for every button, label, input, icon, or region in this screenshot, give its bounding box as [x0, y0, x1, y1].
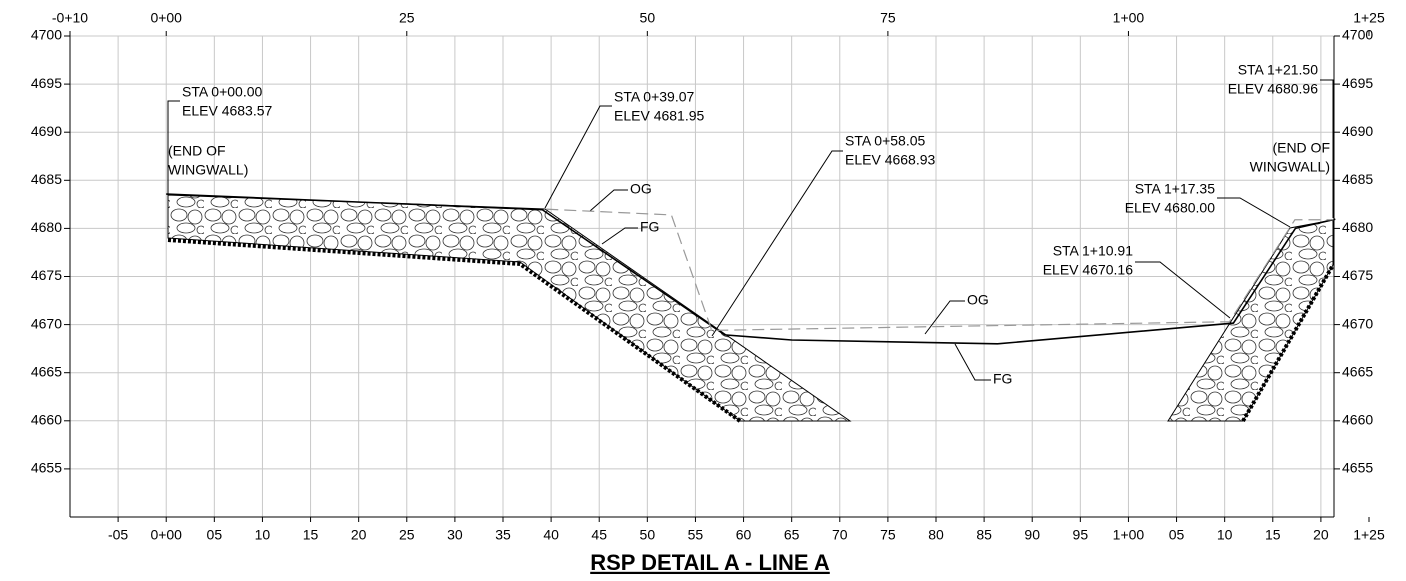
- annotation: (END OF: [168, 143, 226, 159]
- annotation: ELEV 4668.93: [845, 152, 936, 168]
- annotation: ELEV 4670.16: [1043, 262, 1134, 278]
- annotation: STA 1+17.35: [1135, 181, 1216, 197]
- annotation: (END OF: [1272, 140, 1330, 156]
- annotation: STA 0+00.00: [182, 84, 263, 100]
- x2-tick-label: 75: [880, 10, 896, 26]
- annotation: OG: [967, 292, 989, 308]
- y2-tick-label: 4695: [1342, 75, 1373, 91]
- x-tick-label: 15: [303, 527, 319, 543]
- annotation: ELEV 4683.57: [182, 103, 273, 119]
- annotation: OG: [630, 181, 652, 197]
- leader: [544, 105, 612, 209]
- leader: [1217, 197, 1291, 228]
- x2-tick-label: 0+00: [150, 10, 182, 26]
- x-tick-label: 1+25: [1353, 527, 1385, 543]
- annotation: STA 1+21.50: [1238, 62, 1319, 78]
- leader: [167, 100, 180, 186]
- leader: [954, 343, 991, 381]
- leader: [1320, 79, 1334, 218]
- x-tick-label: 05: [207, 527, 223, 543]
- leader: [711, 150, 843, 337]
- y-tick-label: 4655: [31, 460, 62, 476]
- y2-tick-label: 4680: [1342, 219, 1373, 235]
- x-tick-label: 05: [1169, 527, 1185, 543]
- y2-tick-label: 4700: [1342, 27, 1373, 43]
- riprap-bedding: [167, 238, 742, 423]
- x-tick-label: -05: [108, 527, 128, 543]
- x-tick-label: 30: [447, 527, 463, 543]
- y2-tick-label: 4690: [1342, 123, 1373, 139]
- y-tick-label: 4685: [31, 171, 62, 187]
- x-tick-label: 20: [351, 527, 367, 543]
- annotation: WINGWALL): [168, 162, 248, 178]
- x-tick-label: 20: [1313, 527, 1329, 543]
- annotation: STA 0+39.07: [614, 89, 695, 105]
- x-tick-label: 10: [1217, 527, 1233, 543]
- x-tick-label: 55: [688, 527, 704, 543]
- annotation: WINGWALL): [1250, 159, 1330, 175]
- y-tick-label: 4670: [31, 315, 62, 331]
- leader: [924, 300, 965, 335]
- x2-tick-label: 50: [640, 10, 656, 26]
- y-tick-label: 4695: [31, 75, 62, 91]
- x2-tick-label: 25: [399, 10, 415, 26]
- annotation: FG: [993, 371, 1012, 387]
- y-tick-label: 4700: [31, 27, 62, 43]
- x-tick-label: 15: [1265, 527, 1281, 543]
- y-tick-label: 4665: [31, 363, 62, 379]
- x-tick-label: 45: [591, 527, 607, 543]
- y2-tick-label: 4655: [1342, 460, 1373, 476]
- leader: [601, 227, 638, 245]
- annotation: ELEV 4680.96: [1228, 81, 1319, 97]
- y-tick-label: 4690: [31, 123, 62, 139]
- x-tick-label: 0+00: [150, 527, 182, 543]
- x-tick-label: 65: [784, 527, 800, 543]
- x-tick-label: 25: [399, 527, 415, 543]
- x-tick-label: 70: [832, 527, 848, 543]
- x-tick-label: 40: [543, 527, 559, 543]
- annotation: STA 1+10.91: [1053, 243, 1134, 259]
- y2-tick-label: 4670: [1342, 315, 1373, 331]
- profile-line: [546, 208, 1334, 331]
- profile-line: [166, 193, 1336, 345]
- annotation: ELEV 4680.00: [1125, 200, 1216, 216]
- annotation: STA 0+58.05: [845, 133, 926, 149]
- x-tick-label: 75: [880, 527, 896, 543]
- y-tick-label: 4675: [31, 267, 62, 283]
- x-tick-label: 35: [495, 527, 511, 543]
- y2-tick-label: 4675: [1342, 267, 1373, 283]
- y-tick-label: 4660: [31, 412, 62, 428]
- y2-tick-label: 4665: [1342, 363, 1373, 379]
- x-tick-label: 90: [1024, 527, 1040, 543]
- x2-tick-label: 1+00: [1113, 10, 1145, 26]
- leader: [589, 189, 628, 212]
- riprap: [1167, 219, 1334, 422]
- riprap-bedding: [1241, 264, 1335, 422]
- annotation: FG: [640, 219, 659, 235]
- x2-tick-label: -0+10: [52, 10, 88, 26]
- y2-tick-label: 4685: [1342, 171, 1373, 187]
- x2-tick-label: 1+25: [1353, 10, 1385, 26]
- title: RSP DETAIL A - LINE A: [590, 550, 830, 575]
- y-tick-label: 4680: [31, 219, 62, 235]
- leader: [1135, 261, 1231, 319]
- y2-tick-label: 4660: [1342, 412, 1373, 428]
- x-tick-label: 10: [255, 527, 271, 543]
- x-tick-label: 50: [640, 527, 656, 543]
- x-tick-label: 85: [976, 527, 992, 543]
- riprap: [167, 194, 852, 422]
- x-tick-label: 80: [928, 527, 944, 543]
- leaders: [167, 79, 1334, 381]
- x-tick-label: 1+00: [1113, 527, 1145, 543]
- annotation: ELEV 4681.95: [614, 108, 705, 124]
- x-tick-label: 95: [1073, 527, 1089, 543]
- x-tick-label: 60: [736, 527, 752, 543]
